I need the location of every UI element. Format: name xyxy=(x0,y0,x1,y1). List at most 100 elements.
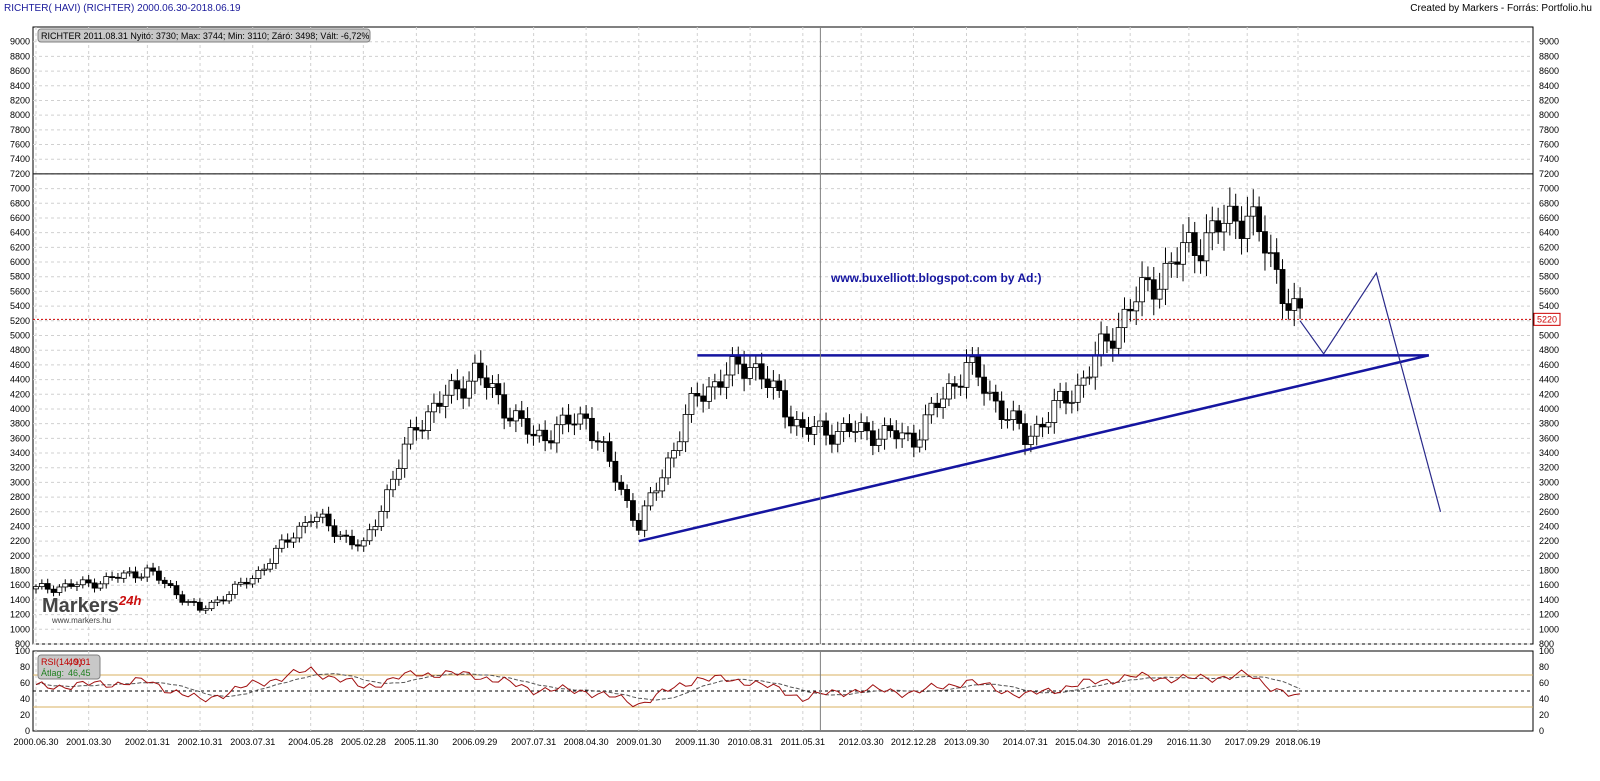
candle-body xyxy=(1080,377,1087,386)
y-tick-label-right: 6400 xyxy=(1539,228,1559,238)
candle-body xyxy=(1156,288,1163,300)
candle-body xyxy=(132,571,139,579)
y-tick-label-right: 3400 xyxy=(1539,448,1559,458)
candle-body xyxy=(378,510,385,527)
candle-body xyxy=(770,380,777,388)
candle-body xyxy=(782,390,788,418)
y-tick-label: 3400 xyxy=(10,448,30,458)
candle-body xyxy=(103,576,110,585)
candle-body xyxy=(1010,410,1017,420)
candle-body xyxy=(1133,301,1140,312)
y-tick-label: 8400 xyxy=(10,81,30,91)
candle-body xyxy=(688,393,695,415)
candle-body xyxy=(1174,261,1181,265)
candle-body xyxy=(805,427,812,435)
rsi-series-last: 40,01 xyxy=(68,657,91,667)
y-tick-label-right: 6200 xyxy=(1539,242,1559,252)
candle-body xyxy=(126,571,133,574)
y-tick-label: 3000 xyxy=(10,477,30,487)
candle-body xyxy=(594,440,601,443)
candle-body xyxy=(571,423,578,426)
x-tick-label: 2009.01.30 xyxy=(616,737,661,747)
candle-body xyxy=(62,583,69,588)
candle-body xyxy=(928,402,935,416)
candle-body xyxy=(910,432,917,448)
chart-frames xyxy=(32,26,1534,732)
candle-body xyxy=(518,410,525,419)
candle-body xyxy=(1185,232,1192,244)
y-tick-label-right: 8800 xyxy=(1539,51,1559,61)
y-tick-label: 3800 xyxy=(10,419,30,429)
candle-body xyxy=(998,400,1005,421)
y-tick-label: 8600 xyxy=(10,66,30,76)
candle-body xyxy=(115,576,121,579)
candle-body xyxy=(717,381,724,388)
y-tick-label: 2000 xyxy=(10,551,30,561)
candle-body xyxy=(1238,220,1245,239)
candle-body xyxy=(1291,298,1298,311)
y-tick-label: 6600 xyxy=(10,213,30,223)
y-tick-label: 6000 xyxy=(10,257,30,267)
candle-body xyxy=(1168,261,1175,264)
candle-body xyxy=(1098,333,1105,356)
candle-body xyxy=(384,489,391,512)
y-tick-label: 1600 xyxy=(10,580,30,590)
x-tick-label: 2016.11.30 xyxy=(1167,737,1211,747)
candle-body xyxy=(331,525,338,537)
chart-title: RICHTER( HAVI) (RICHTER) 2000.06.30-2018… xyxy=(4,3,241,14)
candle-body xyxy=(706,386,712,402)
candle-body xyxy=(1209,220,1216,234)
candle-body xyxy=(261,568,268,571)
chart-credit: Created by Markers - Forrás: Portfolio.h… xyxy=(1410,3,1592,14)
candle-body xyxy=(764,378,771,388)
candle-body xyxy=(1221,222,1227,233)
candle-body xyxy=(676,441,683,452)
candle-body xyxy=(981,376,987,394)
candle-body xyxy=(185,601,192,603)
candle-body xyxy=(723,374,730,388)
avg-series-last: 46,45 xyxy=(68,668,91,678)
y-tick-label: 9000 xyxy=(10,37,30,47)
candle-body xyxy=(1150,279,1157,300)
y-tick-label-right: 2200 xyxy=(1539,536,1559,546)
x-tick-label: 2010.08.31 xyxy=(728,737,773,747)
candle-body xyxy=(711,381,718,388)
candle-body xyxy=(1215,220,1222,233)
y-tick-label: 4800 xyxy=(10,345,30,355)
candle-body xyxy=(1016,410,1023,424)
candle-body xyxy=(957,385,964,388)
candle-body xyxy=(1297,298,1303,309)
y-tick-label-right: 2400 xyxy=(1539,521,1559,531)
candle-body xyxy=(243,581,250,585)
elliott-projection xyxy=(1299,271,1442,512)
candle-body xyxy=(501,394,508,419)
candle-body xyxy=(296,525,303,539)
candle-body xyxy=(1022,423,1028,445)
x-tick-label: 2006.09.29 xyxy=(452,737,497,747)
candle-body xyxy=(624,489,630,501)
candle-body xyxy=(963,362,970,388)
candle-body xyxy=(68,583,75,587)
candle-body xyxy=(495,383,502,396)
candle-body xyxy=(273,547,279,564)
candle-body xyxy=(1145,277,1151,281)
candle-body xyxy=(314,516,320,522)
candle-body xyxy=(1197,255,1204,262)
candle-body xyxy=(425,411,431,431)
x-tick-label: 2011.05.31 xyxy=(781,737,825,747)
candle-body xyxy=(916,439,923,448)
candle-body xyxy=(460,388,467,399)
candle-body xyxy=(120,572,127,579)
y-tick-label: 8800 xyxy=(10,51,30,61)
candle-body xyxy=(729,356,736,376)
candle-body xyxy=(922,414,929,441)
y-tick-label-right: 7800 xyxy=(1539,125,1559,135)
candle-body xyxy=(97,583,104,589)
y-tick-label-right: 1200 xyxy=(1539,610,1559,620)
candlesticks xyxy=(33,187,1303,614)
x-tick-label: 2005.11.30 xyxy=(394,737,438,747)
candle-body xyxy=(1127,308,1134,312)
candle-body xyxy=(612,460,619,483)
candle-body xyxy=(548,440,554,444)
candle-body xyxy=(1180,242,1186,265)
